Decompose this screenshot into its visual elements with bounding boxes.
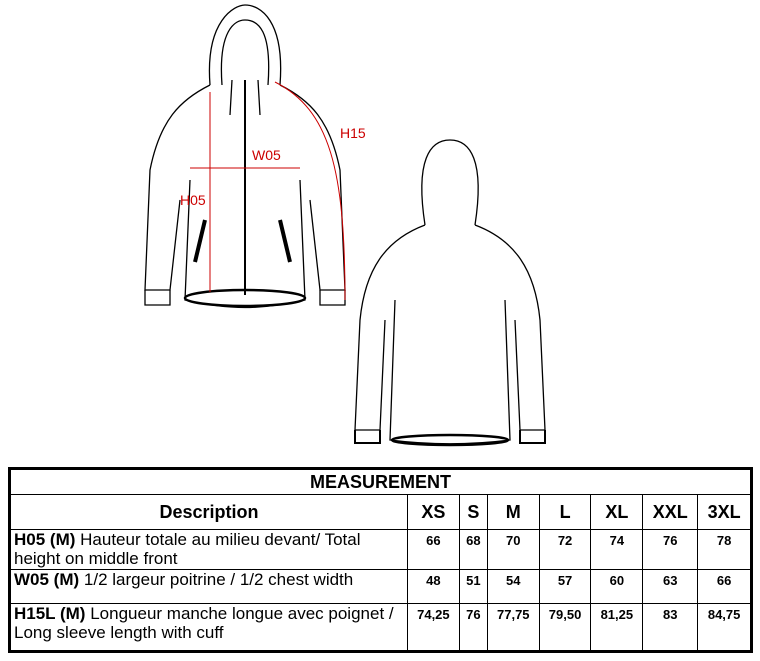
table-row: H05 (M) Hauteur totale au milieu devant/… xyxy=(9,529,752,570)
label-w05: W05 xyxy=(252,147,281,163)
size-header: XL xyxy=(590,494,644,530)
table-row: H15L (M) Longueur manche longue avec poi… xyxy=(9,603,752,652)
size-header: XXL xyxy=(642,494,699,530)
cell: 66 xyxy=(407,529,460,570)
cell: 48 xyxy=(407,569,460,604)
cell: 54 xyxy=(486,569,540,604)
cell: 74 xyxy=(590,529,644,570)
cell: 57 xyxy=(538,569,592,604)
row-description: H15L (M) Longueur manche longue avec poi… xyxy=(9,603,408,652)
row-text: Hauteur totale au milieu devant/ Total h… xyxy=(14,530,361,568)
row-code: H05 (M) xyxy=(14,530,76,549)
cell: 84,75 xyxy=(697,603,752,652)
row-description: H05 (M) Hauteur totale au milieu devant/… xyxy=(9,529,408,570)
cell: 76 xyxy=(458,603,488,652)
cell: 63 xyxy=(642,569,699,604)
label-h05: H05 xyxy=(180,192,206,208)
row-text: Longueur manche longue avec poignet / Lo… xyxy=(14,604,394,642)
row-code: H15L (M) xyxy=(14,604,86,623)
cell: 51 xyxy=(458,569,488,604)
cell: 83 xyxy=(642,603,699,652)
measurement-table: MEASUREMENT Description XS S M L XL XXL … xyxy=(8,467,753,653)
cell: 77,75 xyxy=(486,603,540,652)
size-header: XS xyxy=(407,494,460,530)
cell: 66 xyxy=(697,569,752,604)
cell: 79,50 xyxy=(538,603,592,652)
row-description: W05 (M) 1/2 largeur poitrine / 1/2 chest… xyxy=(9,569,408,604)
size-header: L xyxy=(538,494,592,530)
row-text: 1/2 largeur poitrine / 1/2 chest width xyxy=(83,570,354,589)
cell: 70 xyxy=(486,529,540,570)
label-h15: H15 xyxy=(340,125,366,141)
table-row: W05 (M) 1/2 largeur poitrine / 1/2 chest… xyxy=(9,569,752,604)
description-header: Description xyxy=(9,494,408,530)
size-header: M xyxy=(486,494,540,530)
cell: 74,25 xyxy=(407,603,460,652)
cell: 78 xyxy=(697,529,752,570)
hoodie-technical-drawing: H05 W05 H15 xyxy=(144,4,546,447)
row-code: W05 (M) xyxy=(14,570,80,589)
front-view-hoodie xyxy=(144,4,346,309)
size-header: 3XL xyxy=(697,494,752,530)
table-title: MEASUREMENT xyxy=(9,468,752,495)
cell: 81,25 xyxy=(590,603,644,652)
cell: 72 xyxy=(538,529,592,570)
cell: 68 xyxy=(458,529,488,570)
cell: 76 xyxy=(642,529,699,570)
size-header: S xyxy=(458,494,488,530)
cell: 60 xyxy=(590,569,644,604)
back-view-hoodie xyxy=(354,139,546,447)
dimension-lines xyxy=(190,81,346,301)
